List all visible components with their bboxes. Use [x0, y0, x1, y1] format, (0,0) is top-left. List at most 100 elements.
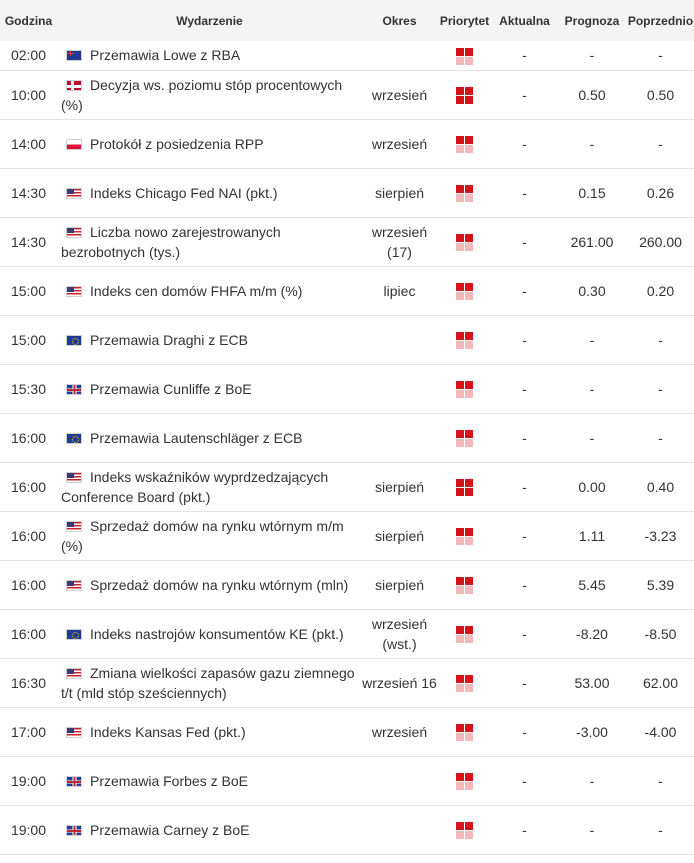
actual-value: -	[522, 723, 527, 740]
event-name[interactable]: Indeks wskaźników wyprdzedzających Confe…	[61, 468, 329, 505]
event-cell[interactable]: Przemawia Forbes z BoE	[57, 756, 362, 805]
event-cell[interactable]: Zmiana wielkości zapasów gazu ziemnego t…	[57, 658, 362, 707]
actual-value: -	[522, 674, 527, 691]
table-row[interactable]: 15:00 Przemawia Draghi z ECB - - -	[0, 315, 694, 364]
event-cell[interactable]: Sprzedaż domów na rynku wtórnym (mln)	[57, 560, 362, 609]
table-row[interactable]: 15:30 Przemawia Cunliffe z BoE - - -	[0, 364, 694, 413]
table-row[interactable]: 15:00 Indeks cen domów FHFA m/m (%) lipiec…	[0, 266, 694, 315]
table-row[interactable]: 16:00 Przemawia Lautenschläger z ECB - - -	[0, 413, 694, 462]
event-period: wrzesień	[371, 135, 428, 152]
header-event[interactable]: Wydarzenie	[176, 13, 243, 28]
table-row[interactable]: 02:00 Przemawia Lowe z RBA - - -	[0, 41, 694, 70]
actual-value: -	[522, 184, 527, 201]
header-period[interactable]: Okres	[382, 13, 417, 28]
table-row[interactable]: 14:00 Protokół z posiedzenia RPP wrzesień -…	[0, 119, 694, 168]
table-row[interactable]: 16:00 Indeks nastrojów konsumentów KE (pk…	[0, 609, 694, 658]
header-previous[interactable]: Poprzednio	[627, 13, 694, 28]
actual-value: -	[522, 576, 527, 593]
event-name[interactable]: Indeks cen domów FHFA m/m (%)	[90, 282, 303, 299]
event-name[interactable]: Indeks nastrojów konsumentów KE (pkt.)	[90, 625, 344, 642]
us-flag-icon	[66, 285, 82, 297]
event-cell[interactable]: Indeks nastrojów konsumentów KE (pkt.)	[57, 609, 362, 658]
priority-cell	[437, 805, 492, 854]
previous-value: -	[658, 380, 663, 397]
event-cell[interactable]: Protokół z posiedzenia RPP	[57, 119, 362, 168]
event-time: 19:00	[10, 821, 47, 838]
event-period: sierpień	[374, 184, 425, 201]
event-period	[362, 41, 437, 70]
event-name[interactable]: Indeks Kansas Fed (pkt.)	[90, 723, 246, 740]
event-name[interactable]: Liczba nowo zarejestrowanych bezrobotnyc…	[61, 223, 281, 260]
priority-cell	[437, 217, 492, 266]
priority-icon	[456, 87, 473, 105]
event-cell[interactable]: Indeks Chicago Fed NAI (pkt.)	[57, 168, 362, 217]
table-row[interactable]: 14:30 Indeks Chicago Fed NAI (pkt.) sierpi…	[0, 168, 694, 217]
event-cell[interactable]: Liczba nowo zarejestrowanych bezrobotnyc…	[57, 217, 362, 266]
header-priority[interactable]: Priorytet	[439, 13, 490, 28]
table-row[interactable]: 17:00 Indeks Kansas Fed (pkt.) wrzesień - -3…	[0, 707, 694, 756]
event-name[interactable]: Protokół z posiedzenia RPP	[90, 135, 264, 152]
previous-value: -	[658, 429, 663, 446]
event-period: wrzesień (17)	[371, 223, 428, 260]
event-cell[interactable]: Indeks cen domów FHFA m/m (%)	[57, 266, 362, 315]
priority-cell	[437, 560, 492, 609]
event-cell[interactable]: Przemawia Cunliffe z BoE	[57, 364, 362, 413]
event-name[interactable]: Indeks Chicago Fed NAI (pkt.)	[90, 184, 278, 201]
table-row[interactable]: 14:30 Liczba nowo zarejestrowanych bezrob…	[0, 217, 694, 266]
table-row[interactable]: 16:00 Sprzedaż domów na rynku wtórnym m/m…	[0, 511, 694, 560]
header-actual[interactable]: Aktualna	[499, 13, 550, 28]
actual-value: -	[522, 821, 527, 838]
event-cell[interactable]: Indeks Kansas Fed (pkt.)	[57, 707, 362, 756]
event-name[interactable]: Przemawia Carney z BoE	[90, 821, 250, 838]
forecast-value: -	[589, 47, 595, 64]
priority-cell	[437, 511, 492, 560]
event-name[interactable]: Przemawia Draghi z ECB	[90, 331, 248, 348]
eu-flag-icon	[66, 334, 82, 346]
forecast-value: 0.30	[578, 282, 606, 299]
forecast-value: -	[589, 135, 595, 152]
event-name[interactable]: Zmiana wielkości zapasów gazu ziemnego t…	[61, 664, 355, 701]
event-time: 16:00	[10, 625, 47, 642]
event-name[interactable]: Przemawia Forbes z BoE	[90, 772, 248, 789]
event-period: wrzesień (wst.)	[371, 615, 428, 652]
header-forecast[interactable]: Prognoza	[564, 13, 620, 28]
actual-value: -	[522, 625, 527, 642]
forecast-value: -3.00	[576, 723, 608, 740]
event-cell[interactable]: Indeks wskaźników wyprdzedzających Confe…	[57, 462, 362, 511]
previous-value: -	[658, 331, 663, 348]
forecast-value: -	[589, 429, 595, 446]
previous-value: 5.39	[646, 576, 675, 593]
event-cell[interactable]: Przemawia Lowe z RBA	[57, 41, 362, 70]
table-row[interactable]: 19:00 Przemawia Forbes z BoE - - -	[0, 756, 694, 805]
header-time[interactable]: Godzina	[4, 13, 53, 28]
previous-value: 62.00	[642, 674, 679, 691]
priority-cell	[437, 609, 492, 658]
previous-value: 0.20	[646, 282, 675, 299]
event-name[interactable]: Sprzedaż domów na rynku wtórnym m/m (%)	[61, 517, 344, 554]
priority-cell	[437, 70, 492, 119]
event-period	[362, 413, 437, 462]
table-row[interactable]: 19:00 Przemawia Carney z BoE - - -	[0, 805, 694, 854]
event-cell[interactable]: Przemawia Lautenschläger z ECB	[57, 413, 362, 462]
event-period: sierpień	[374, 576, 425, 593]
table-row[interactable]: 10:00 Decyzja ws. poziomu stóp procentowy…	[0, 70, 694, 119]
event-cell[interactable]: Sprzedaż domów na rynku wtórnym m/m (%)	[57, 511, 362, 560]
event-name[interactable]: Przemawia Lautenschläger z ECB	[90, 429, 303, 446]
event-name[interactable]: Przemawia Lowe z RBA	[90, 47, 241, 64]
event-name[interactable]: Sprzedaż domów na rynku wtórnym (mln)	[90, 576, 349, 593]
table-row[interactable]: 16:00 Indeks wskaźników wyprdzedzających …	[0, 462, 694, 511]
event-cell[interactable]: Decyzja ws. poziomu stóp procentowych (%…	[57, 70, 362, 119]
us-flag-icon	[66, 226, 82, 238]
priority-icon	[456, 283, 473, 301]
forecast-value: 5.45	[578, 576, 606, 593]
gb-flag-icon	[66, 775, 82, 787]
gb-flag-icon	[66, 383, 82, 395]
event-cell[interactable]: Przemawia Draghi z ECB	[57, 315, 362, 364]
table-row[interactable]: 16:00 Sprzedaż domów na rynku wtórnym (ml…	[0, 560, 694, 609]
event-name[interactable]: Przemawia Cunliffe z BoE	[90, 380, 252, 397]
table-row[interactable]: 16:30 Zmiana wielkości zapasów gazu ziemn…	[0, 658, 694, 707]
table-header: Godzina Wydarzenie Okres Priorytet Aktua…	[0, 0, 694, 41]
event-name[interactable]: Decyzja ws. poziomu stóp procentowych (%…	[61, 76, 343, 113]
actual-value: -	[522, 47, 527, 64]
event-cell[interactable]: Przemawia Carney z BoE	[57, 805, 362, 854]
